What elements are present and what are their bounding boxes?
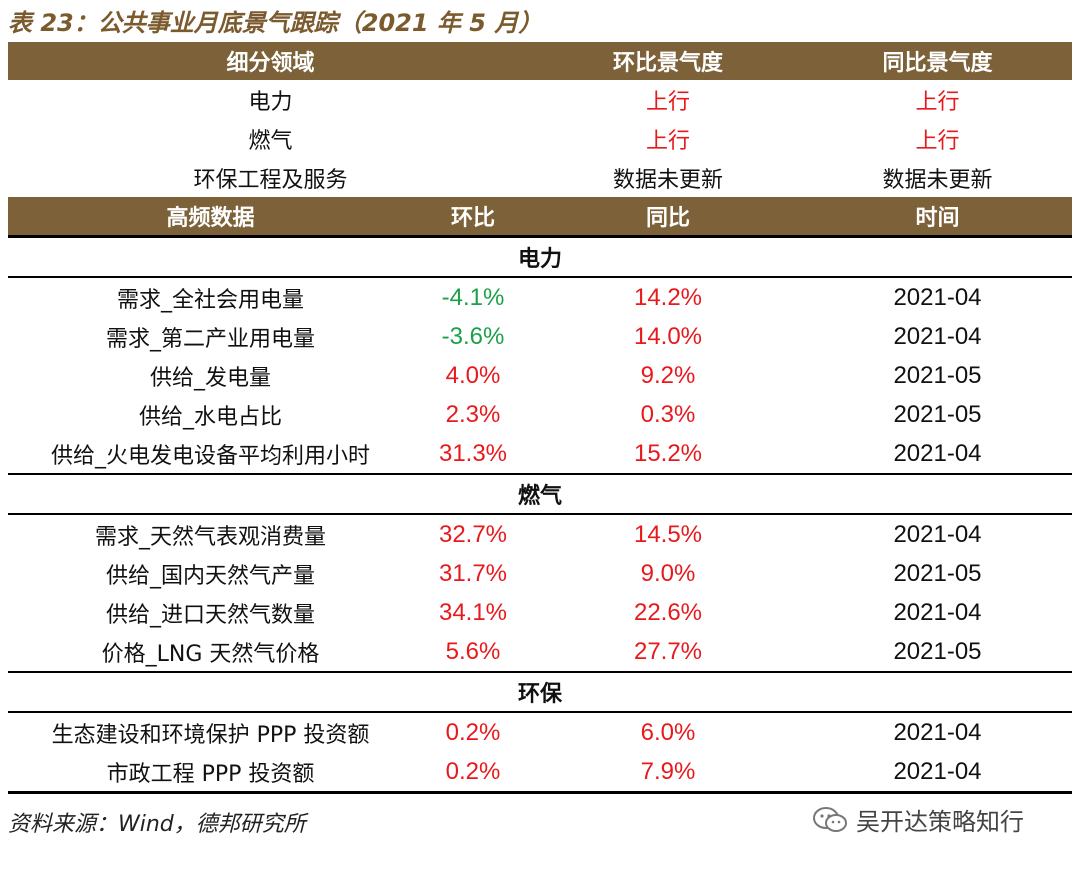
indicator-name: 需求_全社会用电量 [116, 287, 304, 313]
summary-row: 环保工程及服务 数据未更新 数据未更新 [8, 158, 1072, 197]
mom-value: 5.6% [445, 637, 501, 665]
mom-value: 2.3% [445, 400, 501, 428]
header-mom-sentiment: 环比景气度 [612, 51, 723, 76]
indicator-name: 需求_第二产业用电量 [105, 326, 315, 352]
time-value: 2021-04 [893, 718, 982, 746]
yoy-value: 27.7% [633, 637, 703, 665]
time-value: 2021-04 [893, 598, 982, 626]
time-value: 2021-04 [893, 322, 982, 350]
section-title: 环保 [8, 671, 1072, 713]
summary-row: 电力 上行 上行 [8, 80, 1072, 119]
yoy-value: 14.5% [633, 520, 703, 548]
summary-body: 电力 上行 上行 燃气 上行 上行 环保工程及服务 数据未更新 数据未更新 [8, 80, 1072, 197]
table-row: 供给_火电发电设备平均利用小时 31.3% 15.2% 2021-04 [8, 434, 1072, 473]
mom-value: 31.7% [438, 559, 508, 587]
segment-name: 环保工程及服务 [193, 167, 348, 193]
mom-value: 0.2% [445, 757, 501, 785]
table-row: 需求_全社会用电量 -4.1% 14.2% 2021-04 [8, 278, 1072, 317]
indicator-name: 市政工程 PPP 投资额 [106, 761, 315, 787]
yoy-value: 6.0% [640, 718, 696, 746]
mom-value: 4.0% [445, 361, 501, 389]
table-row: 生态建设和环境保护 PPP 投资额 0.2% 6.0% 2021-04 [8, 713, 1072, 752]
yoy-sentiment: 数据未更新 [882, 167, 993, 193]
header-indicator: 高频数据 [166, 206, 255, 231]
wechat-icon [813, 806, 847, 832]
time-value: 2021-05 [893, 559, 982, 587]
header-yoy: 同比 [645, 206, 690, 231]
summary-header: 细分领域 环比景气度 同比景气度 [8, 42, 1072, 80]
yoy-value: 9.2% [640, 361, 696, 389]
indicator-name: 需求_天然气表观消费量 [94, 524, 326, 550]
yoy-value: 22.6% [633, 598, 703, 626]
indicator-name: 供给_国内天然气产量 [105, 563, 315, 589]
table-row: 价格_LNG 天然气价格 5.6% 27.7% 2021-05 [8, 632, 1072, 671]
header-time: 时间 [915, 206, 960, 231]
yoy-value: 14.2% [633, 283, 703, 311]
table-row: 需求_第二产业用电量 -3.6% 14.0% 2021-04 [8, 317, 1072, 356]
table-row: 供给_水电占比 2.3% 0.3% 2021-05 [8, 395, 1072, 434]
summary-row: 燃气 上行 上行 [8, 119, 1072, 158]
indicator-name: 供给_水电占比 [138, 404, 282, 430]
mom-sentiment: 数据未更新 [612, 167, 723, 193]
indicator-name: 供给_发电量 [149, 365, 271, 391]
indicator-name: 供给_火电发电设备平均利用小时 [50, 443, 370, 469]
time-value: 2021-05 [893, 637, 982, 665]
detail-body: 电力需求_全社会用电量 -4.1% 14.2% 2021-04 需求_第二产业用电量 -3… [8, 235, 1072, 794]
time-value: 2021-05 [893, 361, 982, 389]
segment-name: 燃气 [248, 128, 293, 154]
detail-header: 高频数据 环比 同比 时间 [8, 197, 1072, 235]
yoy-value: 15.2% [633, 439, 703, 467]
time-value: 2021-04 [893, 439, 982, 467]
watermark-text: 吴开达策略知行 [856, 808, 1024, 836]
segment-name: 电力 [248, 89, 293, 115]
mom-sentiment: 上行 [645, 89, 690, 115]
yoy-value: 0.3% [640, 400, 696, 428]
indicator-name: 价格_LNG 天然气价格 [101, 641, 320, 667]
yoy-value: 7.9% [640, 757, 696, 785]
section-title: 电力 [8, 235, 1072, 278]
header-yoy-sentiment: 同比景气度 [882, 51, 993, 76]
header-mom: 环比 [450, 206, 495, 231]
yoy-value: 14.0% [633, 322, 703, 350]
table-row: 供给_进口天然气数量 34.1% 22.6% 2021-04 [8, 593, 1072, 632]
table-row: 供给_发电量 4.0% 9.2% 2021-05 [8, 356, 1072, 395]
mom-value: 32.7% [438, 520, 508, 548]
time-value: 2021-04 [893, 283, 982, 311]
table-row: 市政工程 PPP 投资额 0.2% 7.9% 2021-04 [8, 752, 1072, 791]
yoy-value: 9.0% [640, 559, 696, 587]
source-note: 资料来源：Wind，德邦研究所 [8, 812, 306, 837]
section-title: 燃气 [8, 473, 1072, 515]
table-row: 需求_天然气表观消费量 32.7% 14.5% 2021-04 [8, 515, 1072, 554]
yoy-sentiment: 上行 [915, 128, 960, 154]
time-value: 2021-04 [893, 520, 982, 548]
watermark: 吴开达策略知行 [812, 802, 1024, 837]
yoy-sentiment: 上行 [915, 89, 960, 115]
data-table: 细分领域 环比景气度 同比景气度 电力 上行 上行 燃气 上行 上行 环保工程及服务 数据未更… [8, 42, 1072, 794]
mom-sentiment: 上行 [645, 128, 690, 154]
table-row: 供给_国内天然气产量 31.7% 9.0% 2021-05 [8, 554, 1072, 593]
time-value: 2021-04 [893, 757, 982, 785]
indicator-name: 供给_进口天然气数量 [105, 602, 315, 628]
mom-value: 31.3% [438, 439, 508, 467]
mom-value: 0.2% [445, 718, 501, 746]
mom-value: -3.6% [441, 322, 505, 350]
mom-value: 34.1% [438, 598, 508, 626]
mom-value: -4.1% [441, 283, 505, 311]
time-value: 2021-05 [893, 400, 982, 428]
indicator-name: 生态建设和环境保护 PPP 投资额 [51, 722, 370, 748]
table-title: 表 23：公共事业月底景气跟踪（2021 年 5 月） [8, 9, 543, 37]
header-segment: 细分领域 [226, 51, 315, 76]
